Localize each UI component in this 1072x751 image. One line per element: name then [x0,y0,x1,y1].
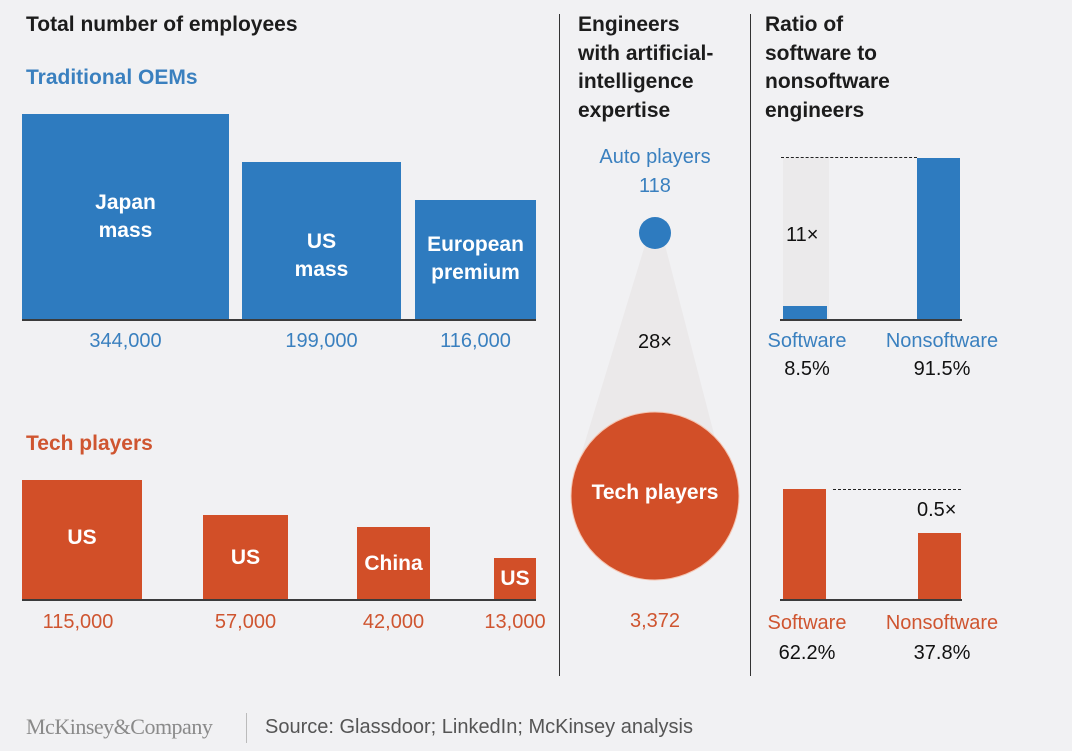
value-label: 42,000 [362,611,425,633]
bar-label: US [67,525,97,549]
software-label: Software [767,330,847,352]
value-label: 115,000 [42,611,114,633]
divider-right [750,14,751,676]
software-value: 62.2% [778,642,836,664]
bar-auto-nonsoftware [917,158,960,320]
nonsoftware-value: 37.8% [913,642,971,664]
title-line: Engineers [578,13,680,36]
title-line: intelligence [578,70,694,93]
bar-label: US [306,230,337,253]
ratio-11x: 11× [786,224,819,246]
bar-label: China [364,551,423,575]
reference-line [781,157,917,158]
nonsoftware-label: Nonsoftware [885,330,999,352]
value-label: 344,000 [89,330,162,352]
bar-auto-software [783,306,827,320]
tech-ratio-axis [780,599,962,601]
footer-separator [246,713,247,743]
bar-european-premium: European premium [415,200,536,320]
bar-label: mass [98,219,153,242]
comparison-cone [578,245,722,465]
tech-players-value: 3,372 [629,610,681,632]
value-label: 116,000 [440,330,511,352]
ratio-28x: 28× [638,331,672,353]
auto-players-bubble [639,217,671,249]
tech-players-bubble-label: Tech players [591,481,719,504]
bar-label: Japan [95,191,156,214]
tech-players-bubble [570,411,740,581]
bar-us-mass: US mass [242,162,401,320]
nonsoftware-label: Nonsoftware [885,612,999,634]
tech-players-label: Tech players [26,432,153,455]
software-label: Software [767,612,847,634]
ai-bubble-chart [570,217,740,581]
bar-label: mass [294,258,349,281]
value-label: 13,000 [484,611,546,633]
auto-ratio-axis [780,319,962,321]
bar-tech-us-3: US [494,558,536,600]
oem-axis [22,319,536,321]
title-line: expertise [578,98,671,122]
ratio-title: Ratio of software to nonsoftware enginee… [765,11,890,125]
traditional-oems-label: Traditional OEMs [26,66,198,89]
title-line: engineers [765,98,865,122]
bar-tech-software [783,489,826,600]
software-value: 8.5% [784,358,830,380]
bar-label: US [230,545,261,569]
source-note: Source: Glassdoor; LinkedIn; McKinsey an… [265,716,693,738]
employees-title: Total number of employees [26,13,298,36]
bar-label: European [427,233,524,256]
bar-tech-nonsoftware [918,533,961,600]
bar-tech-china: China [357,527,430,600]
reference-line [833,489,961,490]
title-line: nonsoftware [765,70,890,93]
bar-tech-us-2: US [203,515,288,600]
bar-label: premium [431,261,520,284]
bar-label: US [500,567,530,590]
ghost-bar [783,158,829,320]
ai-engineers-title: Engineers with artificial- intelligence … [578,11,713,125]
title-line: with artificial- [578,41,714,65]
nonsoftware-value: 91.5% [913,358,971,380]
mckinsey-logo: McKinsey&Company [26,714,213,739]
auto-players-value: 118 [639,175,671,197]
title-line: software to [765,41,878,65]
bar-tech-us-1: US [22,480,142,600]
divider-left [559,14,560,676]
tech-axis [22,599,536,601]
value-label: 57,000 [214,611,277,633]
title-line: Ratio of [765,13,844,36]
bar-japan-mass: Japan mass [22,114,229,320]
ratio-0-5x: 0.5× [917,499,957,521]
value-label: 199,000 [285,330,358,352]
auto-players-label: Auto players [599,146,711,168]
